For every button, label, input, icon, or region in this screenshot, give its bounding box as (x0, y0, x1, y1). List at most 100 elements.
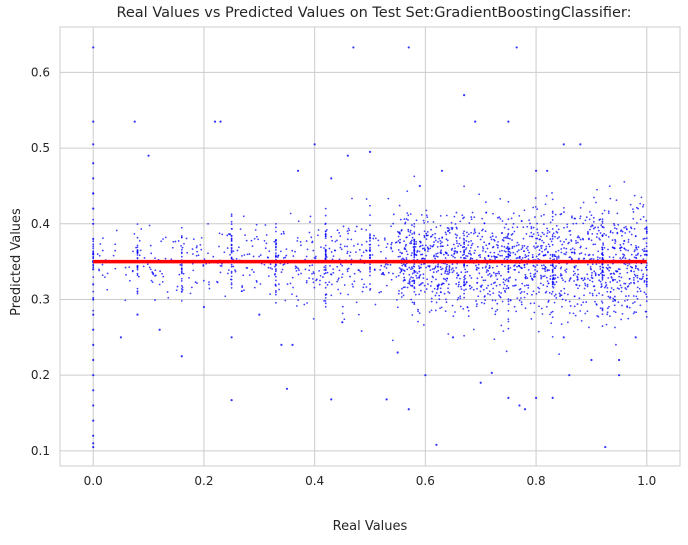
scatter-point (532, 264, 535, 267)
scatter-point (564, 253, 567, 256)
scatter-point (324, 207, 327, 210)
scatter-point (633, 227, 636, 230)
scatter-point (430, 228, 433, 231)
scatter-point (227, 272, 229, 275)
scatter-point (589, 265, 592, 268)
scatter-point (603, 274, 606, 277)
scatter-point (540, 215, 543, 217)
scatter-point (92, 374, 95, 377)
scatter-point (534, 275, 536, 278)
scatter-point (494, 258, 497, 260)
scatter-point (274, 254, 277, 257)
scatter-point (230, 272, 233, 274)
scatter-point (483, 295, 486, 298)
scatter-point (332, 255, 335, 258)
scatter-point (128, 279, 131, 282)
scatter-point (326, 271, 329, 274)
scatter-point (551, 198, 554, 201)
scatter-point (509, 237, 511, 240)
scatter-point (191, 248, 194, 250)
scatter-point (423, 230, 426, 233)
scatter-point (422, 324, 425, 326)
plot-area: 0.0 0.2 0.4 0.6 0.8 1.00.10.20.30.40.50.6 (31, 26, 681, 488)
scatter-point (499, 295, 501, 298)
scatter-point (92, 243, 95, 246)
scatter-point (533, 216, 536, 218)
scatter-point (590, 358, 593, 362)
chart-title: Real Values vs Predicted Values on Test … (116, 5, 631, 21)
scatter-point (92, 192, 95, 195)
scatter-point (599, 307, 602, 310)
scatter-point (458, 281, 460, 284)
scatter-point (527, 254, 530, 257)
scatter-point (442, 253, 445, 256)
x-tick-label: 0.8 (527, 474, 546, 488)
scatter-point (496, 272, 499, 275)
scatter-point (294, 265, 297, 268)
scatter-point (560, 274, 563, 277)
scatter-point (248, 253, 251, 255)
scatter-point (235, 257, 238, 260)
scatter-point (492, 292, 495, 294)
scatter-point (562, 279, 564, 281)
scatter-point (475, 264, 477, 267)
scatter-point (92, 276, 95, 279)
scatter-point (226, 247, 229, 249)
scatter-point (434, 265, 437, 268)
scatter-point (623, 226, 626, 229)
scatter-point (196, 245, 198, 247)
scatter-point (330, 251, 333, 253)
scatter-point (274, 252, 277, 255)
scatter-point (239, 228, 242, 231)
scatter-point (636, 298, 639, 300)
scatter-point (551, 335, 554, 338)
scatter-point (525, 247, 528, 250)
scatter-point (421, 281, 424, 284)
scatter-point (579, 143, 582, 146)
scatter-point (546, 227, 548, 230)
scatter-point (497, 244, 499, 247)
scatter-point (519, 292, 522, 295)
scatter-point (413, 270, 416, 272)
scatter-point (592, 243, 595, 246)
scatter-point (274, 283, 277, 286)
scatter-point (580, 304, 583, 306)
scatter-point (551, 263, 554, 266)
scatter-point (336, 239, 338, 242)
scatter-point (484, 230, 487, 233)
scatter-point (549, 221, 552, 224)
scatter-point (507, 309, 510, 312)
scatter-point (593, 196, 595, 199)
scatter-point (102, 237, 104, 240)
scatter-point (468, 274, 471, 277)
scatter-point (551, 316, 554, 319)
scatter-point (627, 241, 630, 243)
scatter-point (397, 249, 400, 251)
scatter-point (285, 248, 288, 251)
scatter-point (372, 237, 375, 240)
scatter-point (600, 253, 603, 255)
scatter-point (253, 271, 255, 273)
scatter-point (521, 282, 524, 285)
scatter-point (601, 257, 604, 259)
scatter-point (590, 274, 593, 277)
scatter-point (308, 231, 311, 234)
scatter-point (507, 271, 510, 274)
scatter-point (636, 274, 639, 277)
scatter-point (513, 230, 516, 233)
scatter-point (433, 287, 436, 290)
scatter-point (336, 265, 339, 268)
scatter-point (541, 250, 544, 253)
scatter-point (561, 243, 564, 246)
scatter-point (503, 257, 506, 260)
scatter-point (459, 220, 462, 223)
scatter-point (420, 214, 423, 216)
scatter-point (92, 255, 95, 258)
scatter-point (431, 245, 434, 248)
scatter-point (507, 318, 510, 321)
scatter-point (229, 253, 231, 256)
scatter-point (586, 310, 589, 313)
scatter-point (602, 244, 605, 246)
scatter-point (614, 242, 616, 245)
scatter-point (520, 301, 523, 304)
